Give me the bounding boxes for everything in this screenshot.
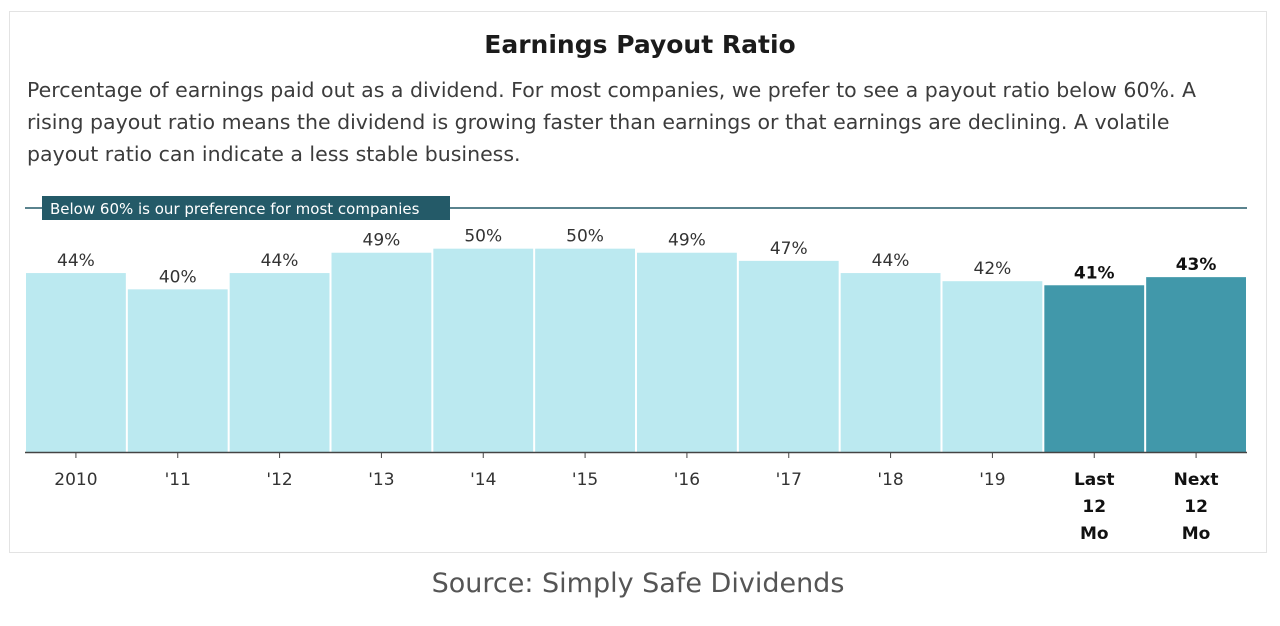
bar bbox=[26, 273, 126, 452]
reference-label-box bbox=[42, 196, 450, 220]
bar bbox=[229, 273, 330, 452]
bar bbox=[738, 260, 839, 452]
data-label: 50% bbox=[464, 227, 502, 247]
x-tick-label: '17 bbox=[776, 470, 802, 490]
x-tick-label: '18 bbox=[877, 470, 903, 490]
bar bbox=[535, 248, 635, 452]
chart-title: Earnings Payout Ratio bbox=[484, 30, 796, 59]
bar bbox=[331, 252, 432, 452]
bar bbox=[840, 273, 941, 452]
x-tick-label: '16 bbox=[674, 470, 700, 490]
x-tick-label: Next 12 Mo bbox=[1174, 470, 1219, 544]
bar bbox=[1146, 277, 1246, 452]
data-label: 40% bbox=[159, 267, 197, 287]
chart-subtitle: Percentage of earnings paid out as a div… bbox=[27, 78, 1197, 166]
bar bbox=[942, 281, 1043, 452]
data-label: 42% bbox=[974, 259, 1012, 279]
reference-label: Below 60% is our preference for most com… bbox=[50, 200, 420, 218]
bar bbox=[1044, 285, 1145, 452]
data-label: 44% bbox=[872, 251, 910, 271]
bar bbox=[127, 289, 228, 452]
x-tick-label: '14 bbox=[470, 470, 496, 490]
x-tick-label: '12 bbox=[266, 470, 292, 490]
bar bbox=[433, 248, 534, 452]
data-label: 44% bbox=[261, 251, 299, 271]
x-tick-label: '19 bbox=[979, 470, 1005, 490]
source-caption: Source: Simply Safe Dividends bbox=[431, 568, 845, 599]
bar bbox=[637, 252, 737, 452]
data-label: 50% bbox=[566, 227, 604, 247]
x-tick-label: Last 12 Mo bbox=[1074, 470, 1115, 544]
data-label: 43% bbox=[1176, 255, 1217, 275]
x-tick-label: '15 bbox=[572, 470, 598, 490]
x-tick-label: 2010 bbox=[54, 470, 97, 490]
data-label: 44% bbox=[57, 251, 95, 271]
data-label: 49% bbox=[668, 231, 706, 251]
data-label: 47% bbox=[770, 239, 808, 259]
data-label: 41% bbox=[1074, 263, 1115, 283]
data-label: 49% bbox=[363, 231, 401, 251]
x-tick-label: '11 bbox=[165, 470, 191, 490]
x-tick-label: '13 bbox=[368, 470, 394, 490]
